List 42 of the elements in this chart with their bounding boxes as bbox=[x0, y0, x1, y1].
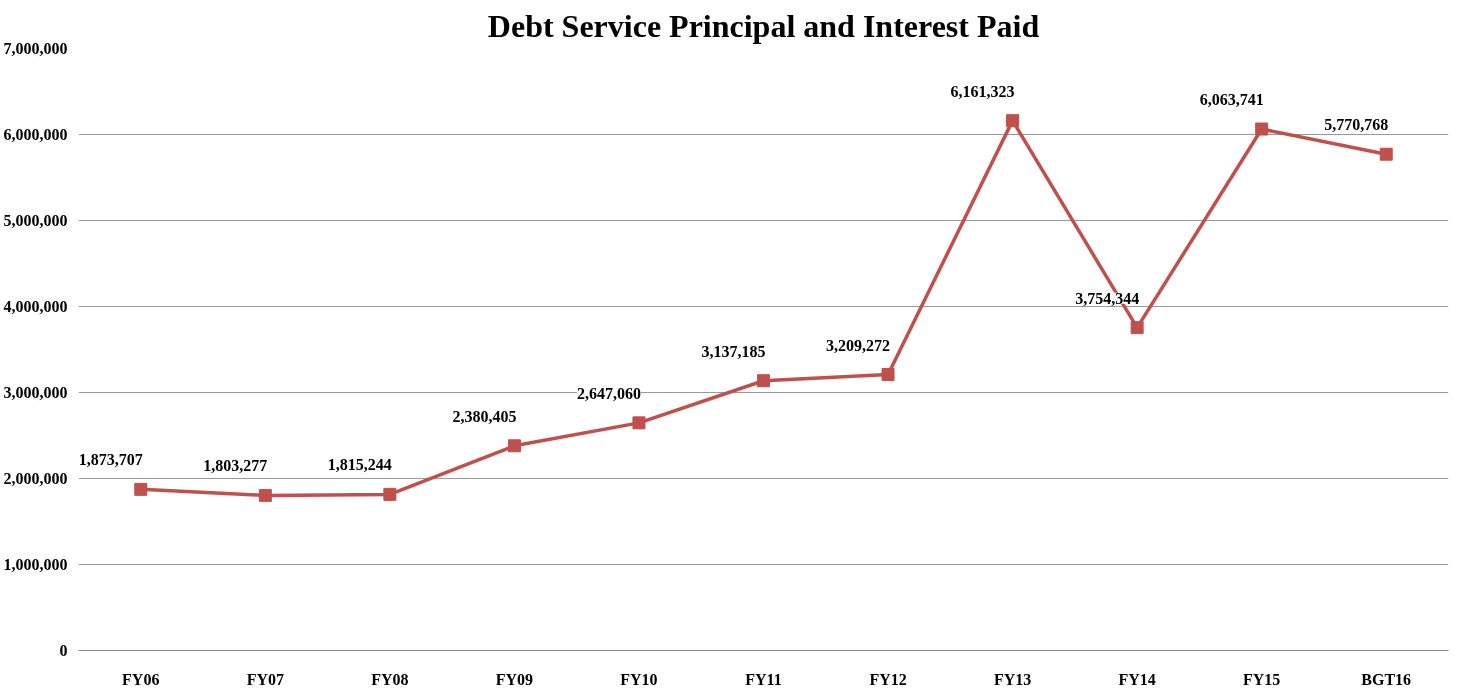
x-tick-label: FY13 bbox=[993, 670, 1032, 688]
data-label: 1,815,244 bbox=[327, 456, 392, 474]
y-tick-label: 5,000,000 bbox=[3, 212, 68, 229]
point bbox=[1379, 147, 1393, 161]
x-tick-label: FY10 bbox=[620, 670, 658, 688]
chart-title: Debt Service Principal and Interest Paid bbox=[487, 7, 1040, 44]
data-label: 3,209,272 bbox=[826, 336, 891, 354]
point bbox=[258, 488, 272, 502]
data-label: 3,137,185 bbox=[701, 342, 766, 360]
point bbox=[134, 482, 148, 496]
y-tick-label: 3,000,000 bbox=[3, 384, 68, 401]
point bbox=[632, 416, 646, 430]
y-tick-label: 7,000,000 bbox=[3, 40, 68, 57]
y-tick-label: 2,000,000 bbox=[3, 470, 68, 487]
x-tick-label: FY08 bbox=[371, 670, 409, 688]
point bbox=[1255, 122, 1269, 136]
data-label: 6,161,323 bbox=[950, 82, 1015, 100]
point bbox=[1006, 114, 1020, 128]
x-tick-label: FY07 bbox=[246, 670, 284, 688]
y-tick-label: 6,000,000 bbox=[3, 126, 68, 143]
point bbox=[1130, 321, 1144, 335]
data-label: 3,754,344 bbox=[1075, 289, 1140, 307]
y-tick-label: 0 bbox=[59, 642, 68, 659]
data-label: 6,063,741 bbox=[1199, 91, 1264, 109]
point bbox=[757, 374, 770, 388]
x-tick-label: FY06 bbox=[122, 670, 160, 688]
data-label: 2,380,405 bbox=[452, 407, 517, 425]
point bbox=[881, 368, 895, 381]
y-tick-label: 1,000,000 bbox=[3, 556, 68, 573]
data-label: 1,803,277 bbox=[203, 457, 268, 475]
x-tick-label: FY11 bbox=[745, 670, 782, 688]
data-label: 1,873,707 bbox=[78, 451, 143, 469]
data-label: 5,770,768 bbox=[1324, 116, 1389, 134]
x-tick-label: FY12 bbox=[869, 670, 907, 688]
x-tick-label: FY09 bbox=[495, 670, 534, 688]
point bbox=[507, 439, 521, 453]
x-tick-label: BGT16 bbox=[1361, 670, 1412, 688]
y-tick-label: 4,000,000 bbox=[3, 298, 68, 315]
x-tick-label: FY15 bbox=[1243, 670, 1281, 688]
data-label: 2,647,060 bbox=[576, 384, 641, 402]
point bbox=[383, 487, 397, 501]
x-tick-label: FY14 bbox=[1118, 670, 1156, 688]
